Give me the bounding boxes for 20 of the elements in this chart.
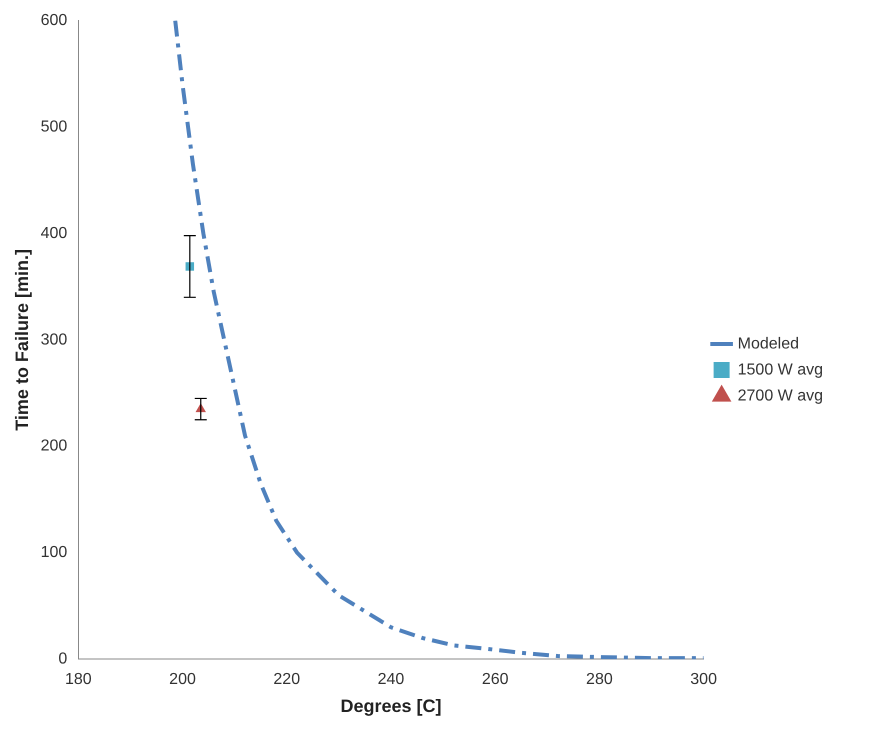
- x-axis-title: Degrees [C]: [340, 696, 442, 716]
- legend-label: 1500 W avg: [738, 361, 824, 378]
- y-tick-label: 200: [40, 438, 68, 455]
- y-tick-label: 500: [40, 118, 68, 136]
- y-tick-label: 100: [40, 544, 68, 562]
- x-tick-label: 280: [586, 671, 613, 688]
- y-tick-label: 0: [58, 650, 68, 668]
- y-tick-label: 600: [40, 12, 68, 30]
- line-series: [173, 20, 704, 660]
- legend-label: 2700 W avg: [738, 387, 824, 404]
- x-tick-label: 180: [64, 671, 92, 688]
- x-tick-label: 260: [482, 671, 509, 688]
- y-tick-label: 400: [40, 224, 68, 242]
- x-tick-label: 300: [690, 671, 718, 688]
- x-tick-label: 240: [378, 671, 404, 688]
- y-axis-title: Time to Failure [min.]: [12, 249, 32, 431]
- legend-label: Modeled: [738, 335, 799, 352]
- x-tick-label: 220: [273, 671, 300, 688]
- y-tick-label: 300: [40, 331, 68, 348]
- x-tick-label: 200: [169, 671, 196, 688]
